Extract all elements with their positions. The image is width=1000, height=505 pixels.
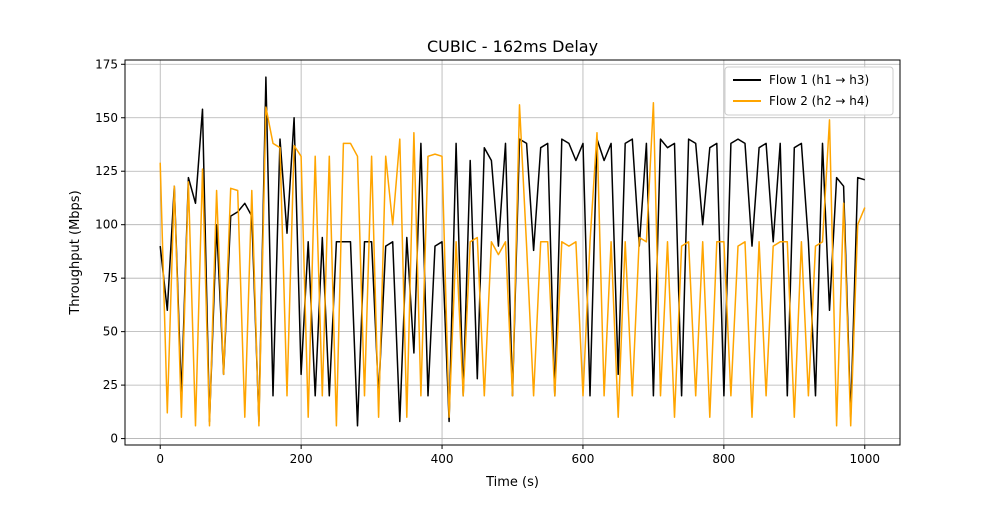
x-axis: 0 200 400 600 800 1000 — [156, 445, 880, 466]
y-axis-label: Throughput (Mbps) — [68, 190, 83, 315]
y-tick-label: 150 — [95, 111, 118, 125]
x-tick-label: 200 — [290, 452, 313, 466]
series-lines — [159, 76, 866, 427]
x-tick-label: 800 — [712, 452, 735, 466]
y-tick-label: 25 — [103, 378, 118, 392]
legend-label: Flow 1 (h1 → h3) — [769, 73, 869, 87]
y-axis: 0 25 50 75 100 125 150 175 — [95, 57, 125, 446]
series-line-flow-2 — [159, 102, 866, 427]
x-tick-label: 0 — [156, 452, 164, 466]
y-tick-label: 75 — [103, 271, 118, 285]
y-tick-label: 125 — [95, 164, 118, 178]
y-tick-label: 100 — [95, 218, 118, 232]
chart-title: CUBIC - 162ms Delay — [427, 37, 598, 56]
legend-label: Flow 2 (h2 → h4) — [769, 94, 869, 108]
y-tick-label: 50 — [103, 325, 118, 339]
x-axis-label: Time (s) — [485, 475, 539, 490]
x-tick-label: 1000 — [849, 452, 880, 466]
legend: Flow 1 (h1 → h3) Flow 2 (h2 → h4) — [724, 66, 894, 116]
x-tick-label: 600 — [572, 452, 595, 466]
y-tick-label: 175 — [95, 57, 118, 71]
legend-box — [724, 66, 894, 116]
grid-lines — [125, 60, 900, 445]
plot-frame — [124, 59, 901, 446]
x-tick-label: 400 — [431, 452, 454, 466]
y-tick-label: 0 — [110, 432, 118, 446]
